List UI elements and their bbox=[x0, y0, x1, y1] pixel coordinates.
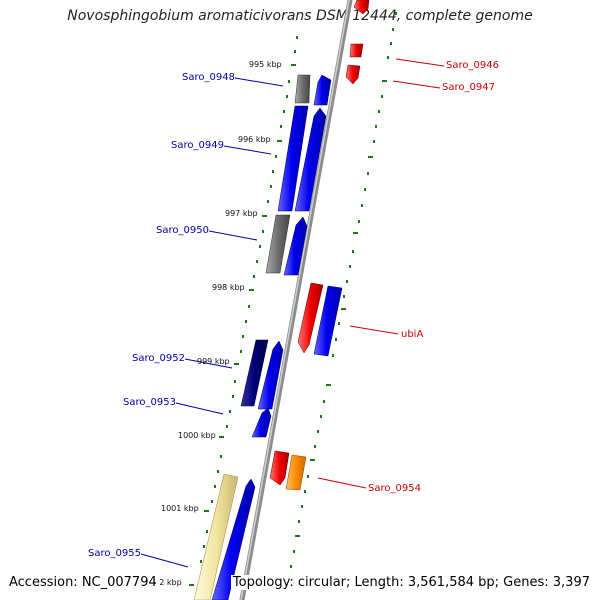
gene-label-saro-0948[interactable]: Saro_0948 bbox=[182, 72, 235, 83]
left-genes bbox=[193, 74, 332, 600]
gene-saro-0949-blue-b[interactable] bbox=[294, 107, 327, 212]
gene-saro-0950-blue[interactable] bbox=[283, 216, 308, 276]
accession-info: Accession: NC_007794 bbox=[9, 575, 159, 590]
gene-saro-0950-gray[interactable] bbox=[265, 214, 291, 274]
genome-title: Novosphingobium aromaticivorans DSM 1244… bbox=[67, 8, 533, 24]
gene-label-saro-0946[interactable]: Saro_0946 bbox=[446, 60, 499, 71]
gene-label-ubia[interactable]: ubiA bbox=[401, 329, 423, 340]
gene-label-saro-0949[interactable]: Saro_0949 bbox=[171, 140, 224, 151]
gene-label-saro-0953[interactable]: Saro_0953 bbox=[123, 397, 176, 408]
right-gene-labels: Saro_0946 Saro_0947 ubiA Saro_0954 bbox=[317, 58, 499, 494]
gene-saro-0946-red-a[interactable] bbox=[353, 0, 370, 15]
gene-saro-0948-gray[interactable] bbox=[294, 74, 311, 104]
left-gene-labels: Saro_0948 Saro_0949 Saro_0950 Saro_0952 … bbox=[88, 72, 284, 568]
gene-saro-0949-blue-a[interactable] bbox=[277, 105, 309, 212]
topology-info: Topology: circular; Length: 3,561,584 bp… bbox=[230, 575, 590, 590]
gene-ubia-red[interactable] bbox=[297, 282, 324, 354]
tick-label-1002: 1002 kbp bbox=[144, 578, 182, 587]
gene-label-saro-0955[interactable]: Saro_0955 bbox=[88, 548, 141, 559]
gene-saro-0954-red[interactable] bbox=[269, 450, 290, 486]
gene-label-saro-0954[interactable]: Saro_0954 bbox=[368, 483, 421, 494]
gene-saro-0948-blue[interactable] bbox=[313, 74, 332, 106]
genome-backbone bbox=[239, 0, 353, 600]
tick-label-999: 999 kbp bbox=[197, 357, 230, 366]
gene-ubia-blue[interactable] bbox=[313, 285, 343, 357]
gene-saro-0954-orange[interactable] bbox=[285, 454, 307, 491]
gene-saro-0952-blue[interactable] bbox=[257, 340, 284, 410]
gene-saro-0952-darkblue[interactable] bbox=[240, 339, 269, 407]
gene-saro-0946-red-b[interactable] bbox=[349, 43, 364, 58]
right-tick-track bbox=[290, 12, 397, 568]
tick-label-1001: 1001 kbp bbox=[161, 504, 199, 513]
gene-saro-0947-red[interactable] bbox=[345, 64, 361, 85]
left-tick-track bbox=[189, 36, 298, 586]
gene-label-saro-0950[interactable]: Saro_0950 bbox=[156, 225, 209, 236]
gene-label-saro-0952[interactable]: Saro_0952 bbox=[132, 353, 185, 364]
tick-label-1000: 1000 kbp bbox=[178, 431, 216, 440]
tick-label-995: 995 kbp bbox=[249, 60, 282, 69]
gene-saro-0953-blue[interactable] bbox=[251, 407, 272, 438]
tick-label-996: 996 kbp bbox=[238, 135, 271, 144]
gene-saro-0955-yellow[interactable] bbox=[193, 473, 239, 600]
gene-saro-0955-blue[interactable] bbox=[211, 478, 256, 600]
tick-label-998: 998 kbp bbox=[212, 283, 245, 292]
gene-label-saro-0947[interactable]: Saro_0947 bbox=[442, 82, 495, 93]
tick-label-997: 997 kbp bbox=[225, 209, 258, 218]
right-genes bbox=[269, 0, 370, 491]
